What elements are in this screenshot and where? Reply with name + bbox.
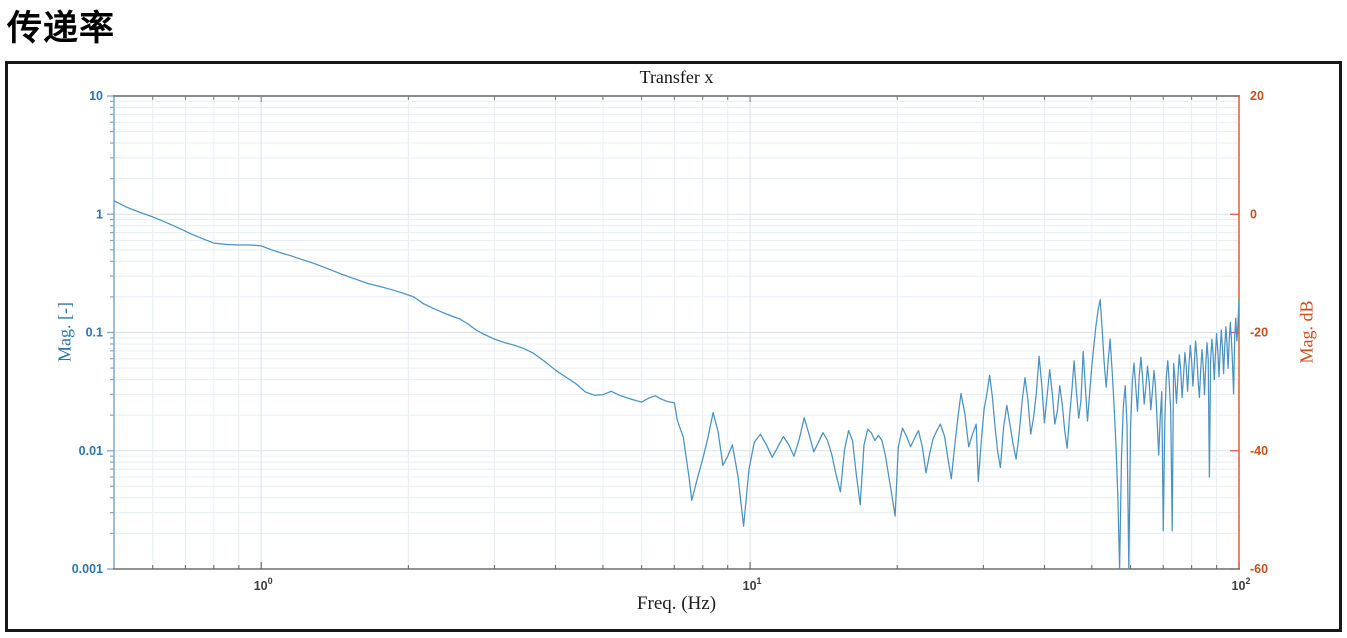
transfer-curve — [113, 200, 1240, 570]
tick-label: 102 — [1232, 576, 1251, 593]
x-axis-label: Freq. (Hz) — [636, 593, 717, 614]
tick-label: 101 — [743, 576, 762, 593]
page-title: 传递率 — [7, 9, 116, 49]
tick-label: -60 — [1250, 562, 1268, 576]
tick-label: 0.1 — [86, 326, 103, 340]
tick-label: 20 — [1250, 89, 1264, 103]
figure-box: 10 1 0.1 0.01 0.001 20 0 -20 -40 -60 100 101 102 Tra… — [5, 61, 1342, 632]
y-axis-label-right: Mag. dB — [1296, 300, 1317, 364]
tick-label: 0.001 — [72, 562, 103, 576]
tick-label: 10 — [89, 89, 103, 103]
y-axis-label-left: Mag. [-] — [54, 302, 75, 362]
tick-label: 1 — [96, 207, 103, 221]
tick-label: -40 — [1250, 444, 1268, 458]
tick-label: 0 — [1250, 207, 1257, 221]
tick-label: 100 — [254, 576, 273, 593]
tick-label: 0.01 — [79, 444, 103, 458]
chart-title: Transfer x — [639, 67, 714, 87]
tick-label: -20 — [1250, 326, 1268, 340]
